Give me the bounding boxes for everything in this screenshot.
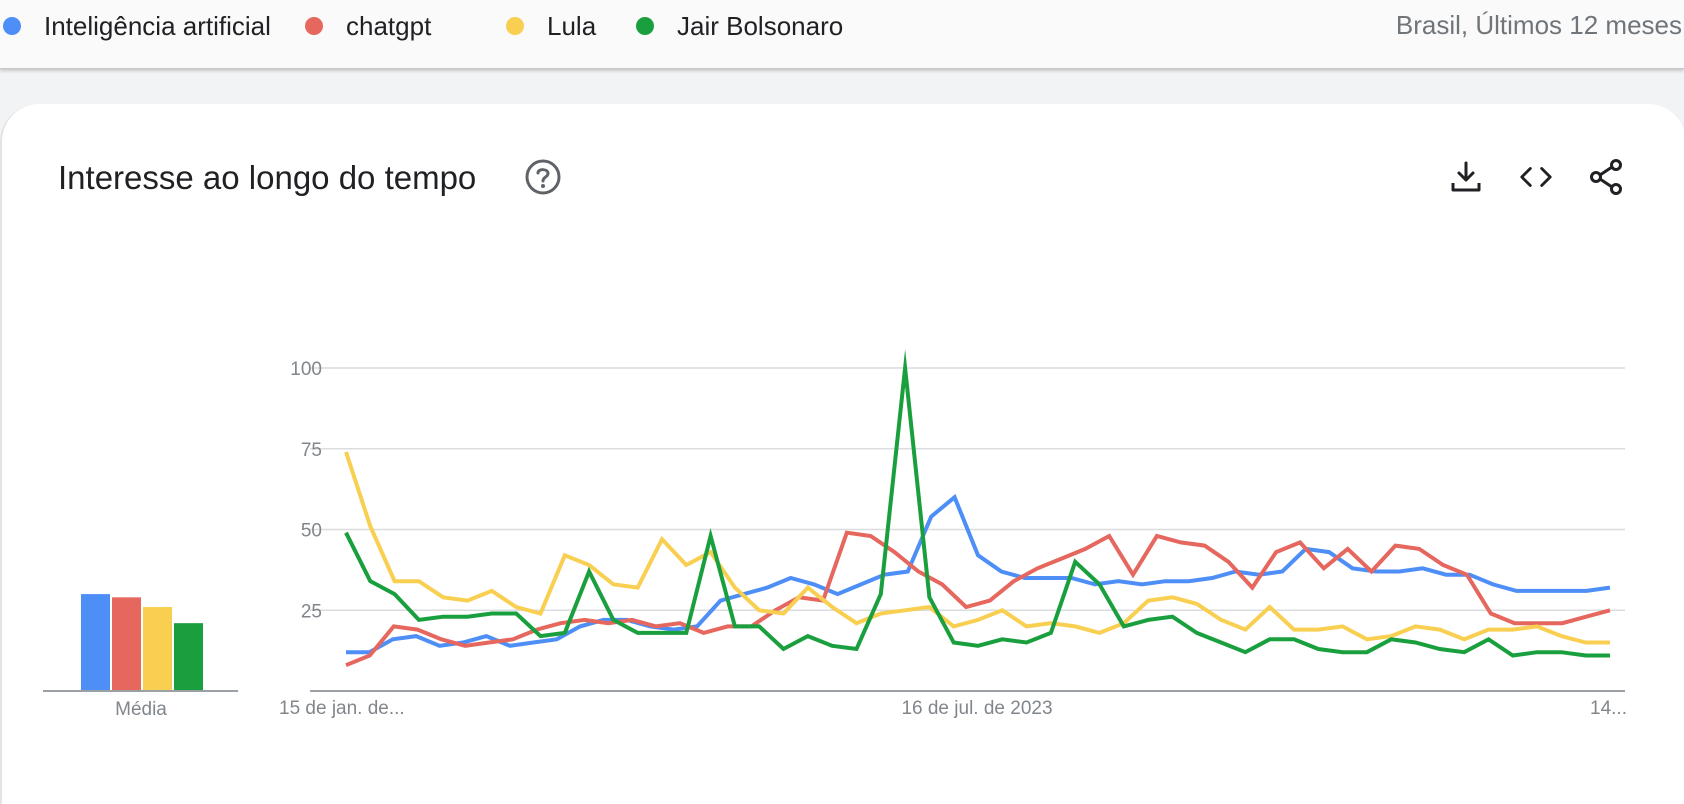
x-tick-label: 14... — [1590, 698, 1627, 719]
x-tick-label: 15 de jan. de... — [279, 698, 405, 719]
share-icon[interactable] — [1588, 158, 1624, 196]
y-tick-label: 100 — [290, 359, 322, 380]
series-path[interactable] — [344, 349, 1610, 658]
region-timeframe-label[interactable]: Brasil, Últimos 12 meses — [1395, 10, 1682, 40]
card-title: Interesse ao longo do tempo — [58, 159, 477, 196]
series-line-1 — [346, 493, 1611, 655]
legend-color-dot — [636, 17, 654, 35]
average-bar[interactable] — [81, 594, 110, 691]
help-circle-icon[interactable] — [524, 158, 562, 196]
legend-item-jair-bolsonaro[interactable]: Jair Bolsonaro — [636, 8, 843, 44]
series-line-2 — [345, 530, 1611, 668]
legend-color-dot — [3, 17, 21, 35]
y-tick-label: 25 — [301, 601, 322, 622]
legend-color-dot — [305, 17, 323, 35]
legend-color-dot — [506, 17, 524, 35]
interest-over-time-card: Interesse ao longo do tempo — [0, 104, 1684, 804]
average-bar[interactable] — [143, 607, 172, 691]
y-tick-label: 50 — [301, 521, 322, 542]
average-bar[interactable] — [174, 623, 203, 691]
x-tick-label: 16 de jul. de 2023 — [901, 698, 1052, 719]
series-path[interactable] — [346, 493, 1611, 655]
download-icon[interactable] — [1448, 158, 1484, 196]
embed-code-icon[interactable] — [1518, 158, 1554, 196]
series-line-4 — [344, 349, 1610, 658]
legend-label: Inteligência artificial — [44, 10, 271, 41]
average-label: Média — [115, 699, 167, 720]
series-path[interactable] — [345, 530, 1611, 668]
legend-item-chatgpt[interactable]: chatgpt — [305, 8, 431, 44]
legend-item-inteligencia-artificial[interactable]: Inteligência artificial — [3, 8, 271, 44]
series-line-3 — [344, 451, 1610, 645]
y-tick-label: 75 — [301, 440, 322, 461]
legend-label: chatgpt — [346, 10, 432, 41]
average-bar[interactable] — [112, 597, 141, 691]
legend-label: Lula — [547, 10, 597, 41]
legend-label: Jair Bolsonaro — [677, 10, 844, 41]
series-path[interactable] — [344, 451, 1610, 645]
interest-chart: 25 50 75 100 15 de jan. de... 16 de jul. de 2… — [43, 349, 1627, 720]
legend-item-lula[interactable]: Lula — [506, 8, 596, 44]
comparison-legend-bar: Inteligência artificial chatgpt Lula Jai… — [0, 0, 1684, 69]
